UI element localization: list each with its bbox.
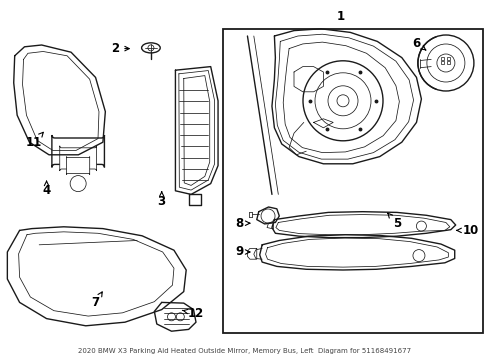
- Bar: [223, 29, 483, 333]
- Text: 4: 4: [43, 181, 50, 197]
- Text: 7: 7: [92, 292, 102, 309]
- Text: 3: 3: [158, 192, 166, 208]
- Text: 2: 2: [111, 42, 129, 55]
- Text: 11: 11: [26, 132, 43, 149]
- FancyBboxPatch shape: [67, 157, 90, 175]
- FancyBboxPatch shape: [60, 146, 97, 171]
- Text: 8: 8: [235, 217, 250, 230]
- Text: 6: 6: [413, 37, 426, 50]
- FancyBboxPatch shape: [52, 135, 104, 167]
- Text: 12: 12: [182, 307, 204, 320]
- Text: 5: 5: [388, 213, 401, 230]
- Text: 10: 10: [457, 224, 479, 237]
- Text: 1: 1: [337, 10, 344, 23]
- Text: 9: 9: [235, 246, 250, 258]
- Text: 2020 BMW X3 Parking Aid Heated Outside Mirror, Memory Bus, Left  Diagram for 511: 2020 BMW X3 Parking Aid Heated Outside M…: [78, 348, 412, 354]
